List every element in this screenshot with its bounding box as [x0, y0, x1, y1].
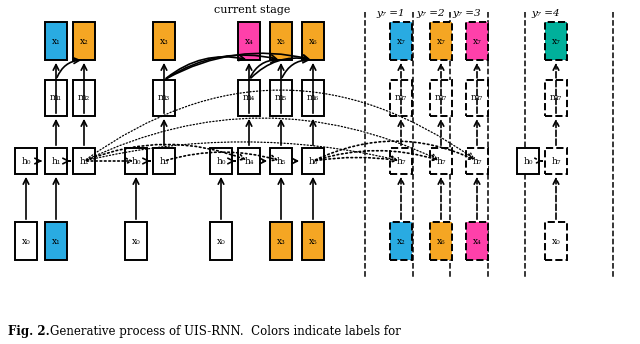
Text: h₀: h₀ [524, 157, 532, 165]
Text: y₇ =4: y₇ =4 [532, 9, 560, 18]
Text: x₅: x₅ [308, 237, 317, 246]
Text: h₀: h₀ [131, 157, 141, 165]
FancyBboxPatch shape [466, 22, 488, 60]
FancyBboxPatch shape [125, 148, 147, 174]
Text: x₁: x₁ [52, 237, 60, 246]
Text: y₇ =2: y₇ =2 [417, 9, 445, 18]
Text: x₀: x₀ [552, 237, 561, 246]
Text: h₀: h₀ [216, 157, 226, 165]
Text: Fig. 2.: Fig. 2. [8, 325, 50, 338]
FancyBboxPatch shape [302, 22, 324, 60]
FancyBboxPatch shape [45, 22, 67, 60]
FancyBboxPatch shape [45, 80, 67, 116]
Text: h₄: h₄ [244, 157, 253, 165]
Text: m₃: m₃ [158, 94, 170, 103]
FancyBboxPatch shape [73, 22, 95, 60]
Text: m₅: m₅ [275, 94, 287, 103]
FancyBboxPatch shape [45, 148, 67, 174]
FancyBboxPatch shape [270, 148, 292, 174]
Text: x₅: x₅ [276, 36, 285, 45]
Text: x₆: x₆ [436, 237, 445, 246]
Text: x₁: x₁ [52, 36, 60, 45]
Text: y₇ =1: y₇ =1 [377, 9, 405, 18]
FancyBboxPatch shape [210, 148, 232, 174]
FancyBboxPatch shape [517, 148, 539, 174]
Text: h₃: h₃ [159, 157, 169, 165]
FancyBboxPatch shape [545, 80, 567, 116]
FancyBboxPatch shape [270, 80, 292, 116]
Text: m₁: m₁ [50, 94, 62, 103]
Text: x₄: x₄ [472, 237, 481, 246]
Text: Generative process of UIS-RNN.  Colors indicate labels for: Generative process of UIS-RNN. Colors in… [50, 325, 401, 338]
FancyBboxPatch shape [73, 80, 95, 116]
Text: x₂: x₂ [397, 237, 405, 246]
Text: h₅: h₅ [276, 157, 285, 165]
FancyBboxPatch shape [430, 222, 452, 260]
FancyBboxPatch shape [430, 148, 452, 174]
Text: m₂: m₂ [78, 94, 90, 103]
Text: x₄: x₄ [244, 36, 253, 45]
Text: h₂: h₂ [79, 157, 89, 165]
FancyBboxPatch shape [302, 148, 324, 174]
Text: m₆: m₆ [307, 94, 319, 103]
FancyBboxPatch shape [390, 22, 412, 60]
FancyBboxPatch shape [210, 222, 232, 260]
FancyBboxPatch shape [73, 148, 95, 174]
FancyBboxPatch shape [545, 148, 567, 174]
FancyBboxPatch shape [390, 80, 412, 116]
FancyBboxPatch shape [302, 222, 324, 260]
Text: x₃: x₃ [159, 36, 168, 45]
FancyBboxPatch shape [270, 22, 292, 60]
FancyBboxPatch shape [466, 148, 488, 174]
FancyBboxPatch shape [545, 222, 567, 260]
FancyBboxPatch shape [466, 80, 488, 116]
FancyBboxPatch shape [125, 222, 147, 260]
Text: h₇: h₇ [551, 157, 561, 165]
Text: x₇: x₇ [397, 36, 405, 45]
FancyBboxPatch shape [238, 22, 260, 60]
Text: h₇: h₇ [436, 157, 445, 165]
Text: h₆: h₆ [308, 157, 317, 165]
Text: h₀: h₀ [21, 157, 31, 165]
Text: x₂: x₂ [79, 36, 88, 45]
Text: h₁: h₁ [51, 157, 61, 165]
FancyBboxPatch shape [390, 222, 412, 260]
FancyBboxPatch shape [45, 222, 67, 260]
Text: m₇: m₇ [395, 94, 407, 103]
Text: y₇ =3: y₇ =3 [452, 9, 481, 18]
Text: current stage: current stage [214, 5, 290, 15]
FancyBboxPatch shape [430, 80, 452, 116]
FancyBboxPatch shape [153, 22, 175, 60]
Text: m₇: m₇ [471, 94, 483, 103]
FancyBboxPatch shape [15, 222, 37, 260]
FancyBboxPatch shape [238, 148, 260, 174]
Text: m₇: m₇ [550, 94, 562, 103]
FancyBboxPatch shape [270, 222, 292, 260]
Text: x₆: x₆ [308, 36, 317, 45]
Text: x₀: x₀ [216, 237, 225, 246]
Text: h₇: h₇ [472, 157, 482, 165]
FancyBboxPatch shape [430, 22, 452, 60]
Text: m₄: m₄ [243, 94, 255, 103]
FancyBboxPatch shape [545, 22, 567, 60]
Text: x₀: x₀ [132, 237, 140, 246]
FancyBboxPatch shape [466, 222, 488, 260]
FancyBboxPatch shape [302, 80, 324, 116]
Text: h₇: h₇ [396, 157, 406, 165]
Text: x₇: x₇ [552, 36, 561, 45]
FancyBboxPatch shape [153, 80, 175, 116]
FancyBboxPatch shape [390, 148, 412, 174]
FancyBboxPatch shape [15, 148, 37, 174]
Text: x₃: x₃ [276, 237, 285, 246]
FancyBboxPatch shape [153, 148, 175, 174]
Text: x₇: x₇ [472, 36, 481, 45]
FancyBboxPatch shape [238, 80, 260, 116]
Text: m₇: m₇ [435, 94, 447, 103]
Text: x₀: x₀ [22, 237, 30, 246]
Text: x₇: x₇ [436, 36, 445, 45]
